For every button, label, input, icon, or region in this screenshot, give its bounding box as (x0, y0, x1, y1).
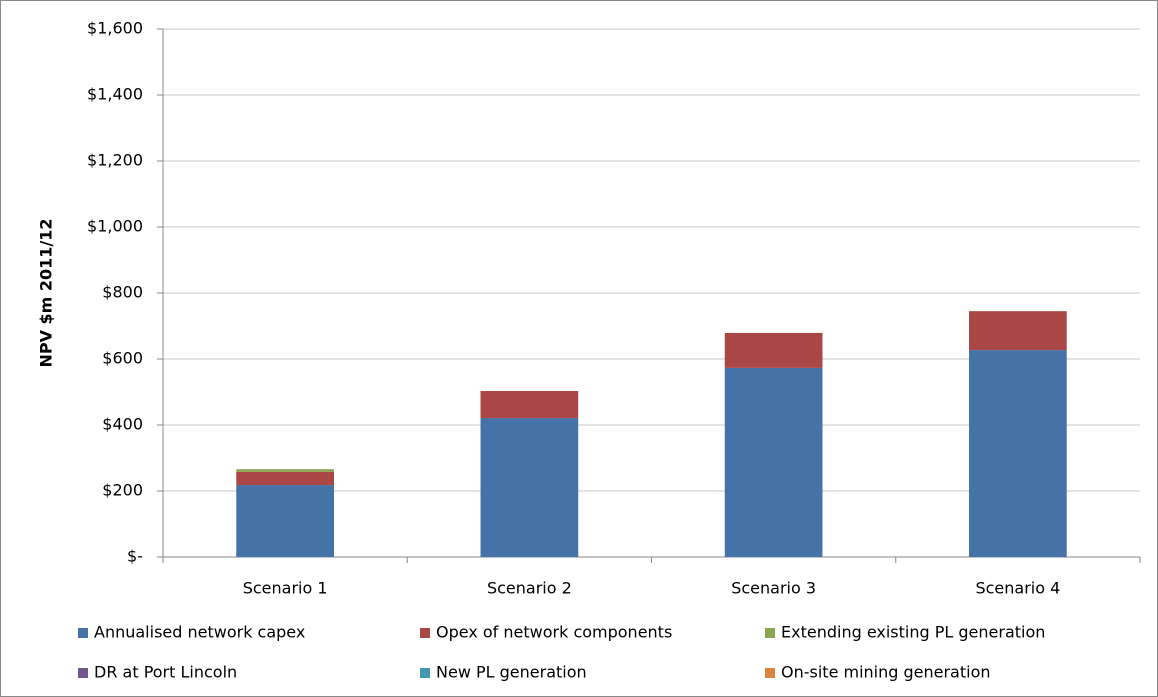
bar-segment (969, 350, 1067, 557)
y-tick-label: $1,200 (87, 151, 143, 170)
legend-swatch (78, 668, 88, 678)
x-tick-label: Scenario 2 (487, 579, 572, 598)
y-tick-label: $800 (102, 283, 143, 302)
legend-swatch (420, 668, 430, 678)
y-tick-label: $1,600 (87, 19, 143, 38)
y-tick-label: $400 (102, 415, 143, 434)
legend-label: On-site mining generation (781, 663, 991, 682)
y-axis-title: NPV $m 2011/12 (37, 218, 56, 367)
bar-segment (236, 485, 334, 557)
legend-swatch (765, 628, 775, 638)
bar-segment (969, 311, 1067, 351)
bar-segment (236, 471, 334, 486)
legend-swatch (78, 628, 88, 638)
bar-segment (236, 469, 334, 472)
bar-segment (480, 418, 579, 557)
x-tick-label: Scenario 3 (731, 579, 816, 598)
x-tick-label: Scenario 1 (243, 579, 328, 598)
legend-label: New PL generation (436, 663, 587, 682)
x-tick-label: Scenario 4 (975, 579, 1060, 598)
legend-swatch (765, 668, 775, 678)
bar-segment (724, 367, 823, 557)
y-tick-label: $600 (102, 349, 143, 368)
bar-segment (724, 332, 823, 368)
legend-label: Annualised network capex (94, 623, 305, 642)
legend-label: Opex of network components (436, 623, 672, 642)
legend-label: Extending existing PL generation (781, 623, 1045, 642)
y-tick-label: $- (127, 547, 143, 566)
legend-label: DR at Port Lincoln (94, 663, 237, 682)
bar-segment (480, 391, 579, 419)
y-tick-label: $1,000 (87, 217, 143, 236)
y-tick-label: $200 (102, 481, 143, 500)
y-tick-label: $1,400 (87, 85, 143, 104)
legend-swatch (420, 628, 430, 638)
